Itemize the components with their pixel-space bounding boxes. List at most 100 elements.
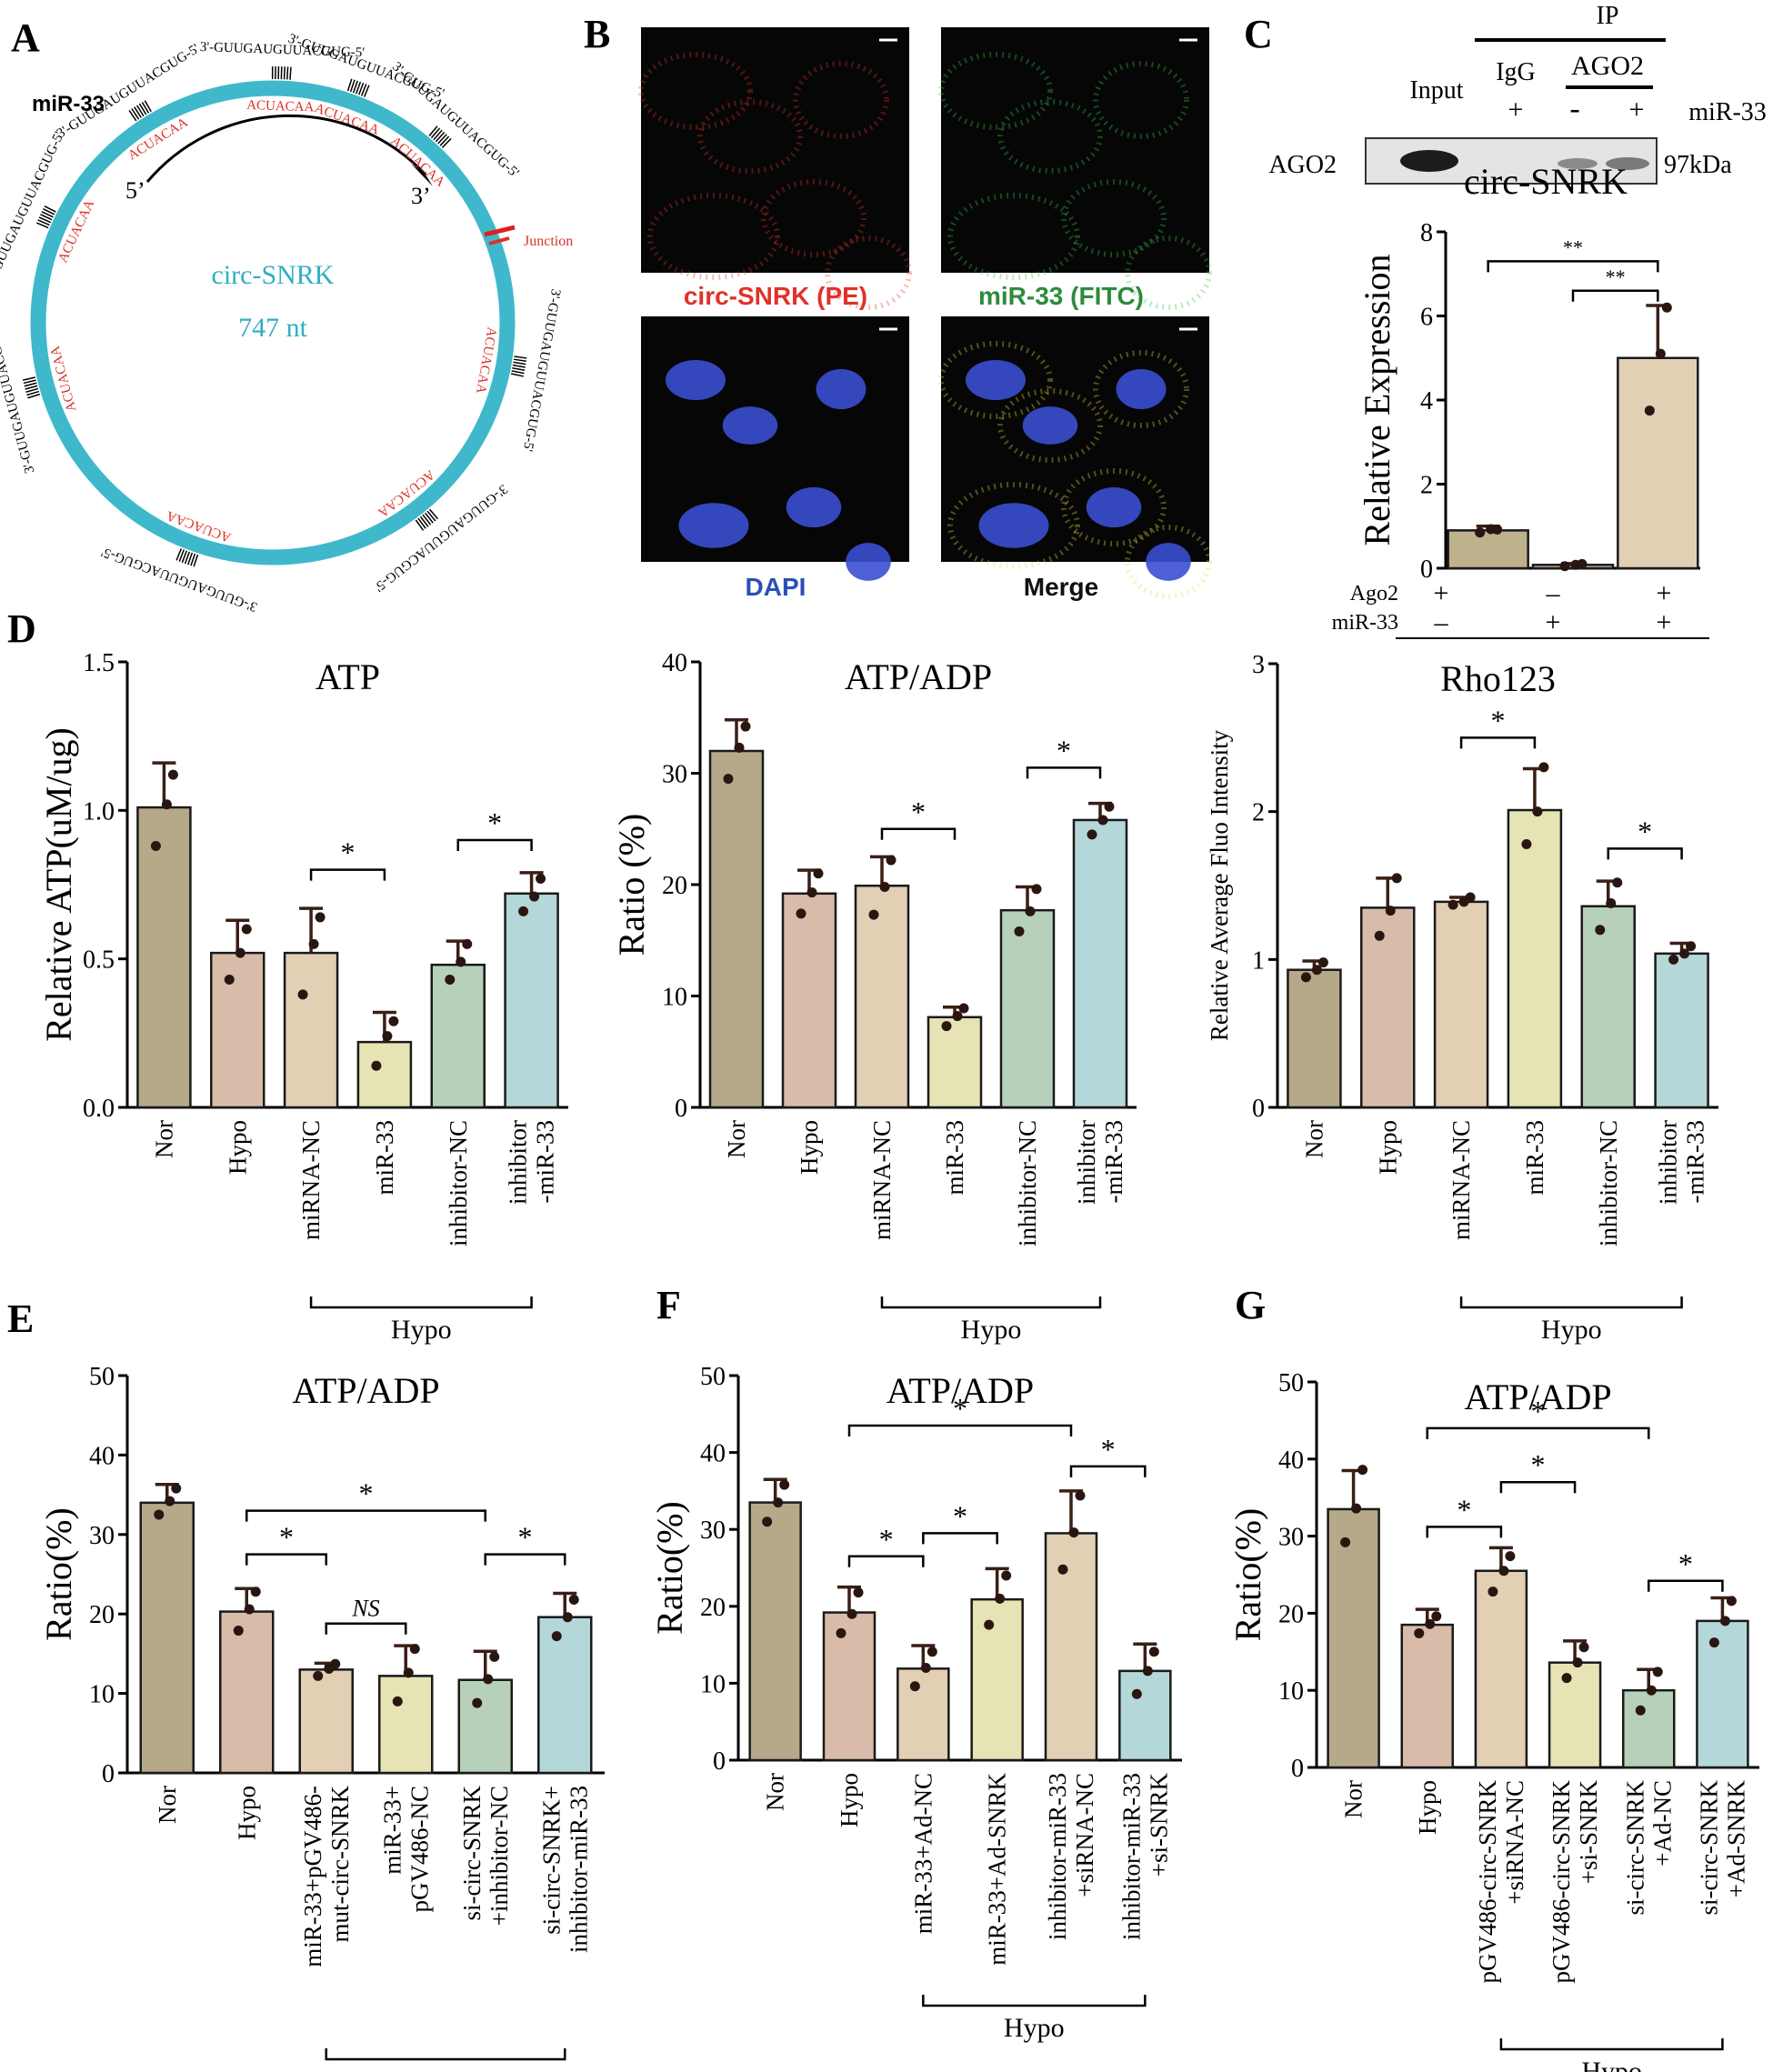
y-tick-label: 0 [713,1747,726,1776]
bar [999,908,1056,1109]
y-axis-label: Relative Average Fluo Intensity [1206,729,1233,1041]
bar [970,1597,1024,1762]
tile-pe [638,27,912,310]
chart-title: ATP/ADP [886,1370,1034,1411]
sig-label: * [1638,815,1652,847]
y-axis-label: Ratio(%) [38,1507,79,1641]
pairing-tick [357,82,365,95]
data-point [1025,906,1036,916]
site-sequence-0: ACUACAA [246,98,315,115]
data-point [409,1644,420,1655]
y-tick-label: 6 [1420,304,1433,332]
micro-label-fitc: miR-33 (FITC) [978,282,1144,310]
y-tick-label: 0.5 [83,946,115,975]
nucleus [666,360,726,400]
data-point [1431,1611,1442,1622]
bar [298,1668,354,1775]
data-point [1465,892,1476,903]
pairing-tick [424,512,434,524]
data-point [171,1483,182,1494]
pairing-tick [512,366,526,372]
y-tick-label: 0.0 [83,1095,115,1123]
data-point [154,1509,165,1520]
sign-ago2-minus: - [1569,92,1579,125]
category-label-line: inhibitor-NC [1014,1120,1041,1246]
data-point [1317,957,1328,968]
cell-signal [938,341,1053,419]
row-label-ago2: Ago2 [1350,582,1398,606]
y-tick-label: 1 [1252,946,1265,975]
category-label: Nor [150,1120,177,1158]
data-point [1505,1551,1516,1562]
c-sign-mir-2: + [1657,607,1672,637]
category-label: Hypo [1374,1120,1401,1175]
category-label: Hypo [796,1120,823,1175]
category-label-line: Nor [150,1120,177,1158]
category-label: inhibitor-miR-33 [1073,1120,1127,1205]
category-label: Hypo [233,1786,260,1840]
sig-bracket [847,1424,1073,1436]
data-point [958,1003,969,1014]
cell-signal [997,99,1103,174]
group-label: Hypo [961,1315,1022,1345]
category-label-line: Hypo [796,1120,823,1175]
pairing-tick [439,135,450,146]
micro-label-dapi: DAPI [746,573,806,601]
data-point [1357,1465,1368,1476]
data-point [813,868,824,879]
sig-bracket [922,1532,998,1545]
data-point [1447,899,1458,910]
cell-signal [1061,468,1167,546]
chart-title: Rho123 [1440,658,1556,699]
c-sign-mir-1: + [1546,607,1561,637]
chart-d3: 0 1 2 3 Rho123 Relative Average Fluo Intensit… [1206,651,1718,1345]
pairing-tick [433,129,443,141]
pairing-tick [184,551,191,565]
category-label-line: miR-33+Ad-SNRK [984,1773,1011,1966]
sig-label: * [1101,1433,1116,1466]
pairing-tick [41,211,54,218]
bar [210,951,265,1109]
sign-ago2-plus: + [1629,95,1645,125]
category-label: miR-33 [1521,1120,1548,1196]
chart-title: ATP/ADP [845,656,992,697]
data-point [1661,302,1672,313]
group-bracket [1459,1296,1683,1309]
data-point [1374,930,1385,941]
data-point [536,873,546,884]
data-point [568,1594,579,1605]
igg-label: IgG [1496,58,1536,86]
data-point [1475,527,1486,538]
data-point [165,1496,175,1506]
category-label: miRNA-NC [297,1120,325,1240]
data-point [1488,1587,1498,1597]
pairing-tick [430,127,441,139]
pairing-tick [349,79,356,93]
pairing-tick [38,216,52,224]
data-point [1655,348,1666,359]
bar [1622,1688,1676,1769]
cell-signal [1093,350,1189,428]
pairing-tick [144,100,152,113]
sig-label: * [359,1477,374,1510]
data-point [551,1631,562,1642]
pairing-tick [44,205,56,213]
category-label-line: inhibitor-miR-33 [565,1786,592,1953]
y-tick-label: 30 [1278,1524,1304,1552]
bar [1287,968,1342,1109]
input-label: Input [1409,76,1463,105]
y-tick-label: 1.0 [83,797,115,826]
sig-label: NS [351,1596,379,1622]
circrna-diagram: 5’ 3’ circ-SNRK 747 nt miR-33 Junction 3… [0,32,573,615]
pairing-tick [426,510,436,522]
data-point [853,1587,864,1598]
data-point [1075,1490,1086,1501]
bar [136,806,192,1109]
data-point [1708,1637,1719,1648]
category-label-line: pGV486-NC [406,1786,433,1913]
nucleus [816,369,866,409]
category-label: si-circ-SNRK+inhibitor-miR-33 [537,1786,592,1953]
sig-label: * [879,1523,894,1556]
pairing-tick [36,222,49,229]
